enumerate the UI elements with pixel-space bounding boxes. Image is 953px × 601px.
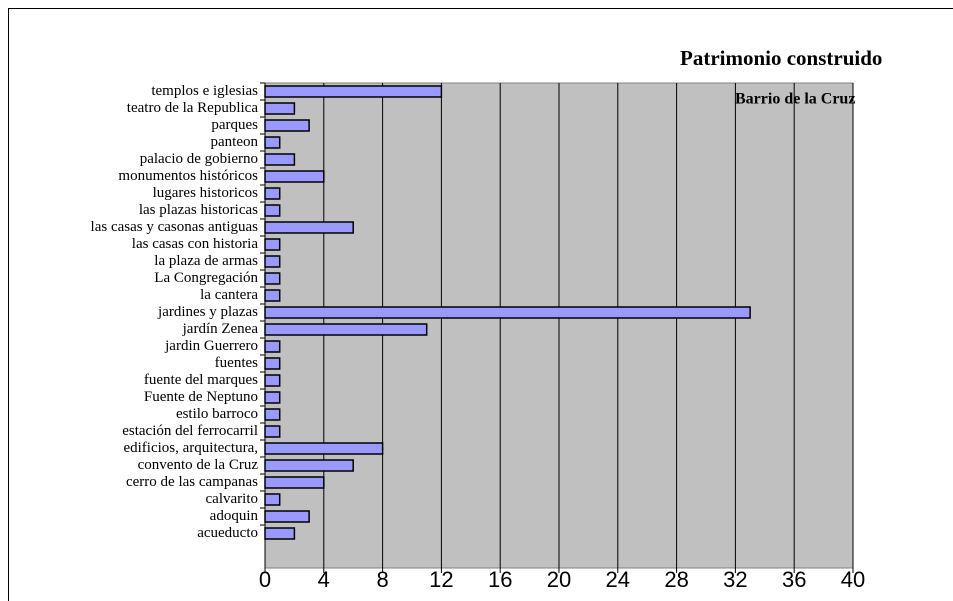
y-tick-label: jardines y plazas: [157, 304, 258, 320]
bar: [264, 425, 281, 438]
bar: [264, 102, 296, 115]
y-tick-label: La Congregación: [154, 270, 258, 286]
bar: [264, 476, 325, 489]
bar: [264, 136, 281, 149]
x-tick-label: 40: [841, 567, 865, 592]
y-tick-label: fuente del marques: [144, 372, 258, 388]
y-tick-label: las plazas historicas: [139, 202, 258, 218]
bar: [264, 357, 281, 370]
bar: [264, 527, 296, 540]
y-tick-label: jardín Zenea: [182, 321, 259, 337]
bar: [264, 340, 281, 353]
bar: [264, 85, 443, 98]
bar: [264, 323, 428, 336]
x-tick-label: 36: [782, 567, 806, 592]
y-tick-label: jardin Guerrero: [164, 338, 258, 354]
bar: [264, 408, 281, 421]
bar: [264, 374, 281, 387]
y-tick-label: estilo barroco: [176, 406, 258, 422]
bar: [264, 187, 281, 200]
x-tick-label: 32: [723, 567, 747, 592]
y-tick-label: parques: [211, 117, 258, 133]
chart-title: Patrimonio construido: [680, 46, 882, 70]
bar: [264, 221, 354, 234]
y-tick-label: palacio de gobierno: [140, 151, 258, 167]
y-tick-label: teatro de la Republica: [127, 100, 259, 116]
bar: [264, 306, 751, 319]
y-tick-label: la cantera: [200, 287, 258, 303]
x-tick-label: 4: [318, 567, 330, 592]
bar: [264, 153, 296, 166]
y-tick-label: la plaza de armas: [154, 253, 258, 269]
y-tick-label: las casas y casonas antiguas: [91, 219, 259, 235]
bar: [264, 238, 281, 251]
x-tick-label: 12: [429, 567, 453, 592]
x-tick-label: 16: [488, 567, 512, 592]
bar: [264, 289, 281, 302]
y-tick-label: convento de la Cruz: [138, 457, 259, 473]
y-tick-label: las casas con historia: [132, 236, 259, 252]
bar: [264, 493, 281, 506]
bar: [264, 459, 354, 472]
bar: [264, 204, 281, 217]
y-tick-label: calvarito: [206, 491, 258, 507]
y-tick-label: edificios, arquitectura,: [123, 440, 258, 456]
y-tick-label: templos e iglesias: [151, 83, 258, 99]
x-tick-label: 24: [606, 567, 630, 592]
y-tick-label: Fuente de Neptuno: [144, 389, 258, 405]
x-tick-label: 8: [376, 567, 388, 592]
y-tick-label: adoquin: [210, 508, 259, 524]
x-tick-label: 28: [664, 567, 688, 592]
x-tick-label: 20: [547, 567, 571, 592]
bar: [264, 391, 281, 404]
bar: [264, 510, 310, 523]
y-tick-label: acueducto: [197, 525, 258, 541]
y-tick-label: panteon: [211, 134, 259, 150]
y-tick-label: lugares historicos: [153, 185, 259, 201]
y-tick-label: monumentos históricos: [118, 168, 258, 184]
bar: [264, 119, 310, 132]
chart-subtitle: Barrio de la Cruz: [735, 91, 855, 108]
bar: [264, 442, 384, 455]
x-tick-label: 0: [259, 567, 271, 592]
bar: [264, 170, 325, 183]
bar: [264, 255, 281, 268]
bar: [264, 272, 281, 285]
y-tick-label: cerro de las campanas: [126, 474, 258, 490]
y-tick-label: fuentes: [215, 355, 258, 371]
y-tick-label: estación del ferrocarril: [122, 423, 258, 439]
